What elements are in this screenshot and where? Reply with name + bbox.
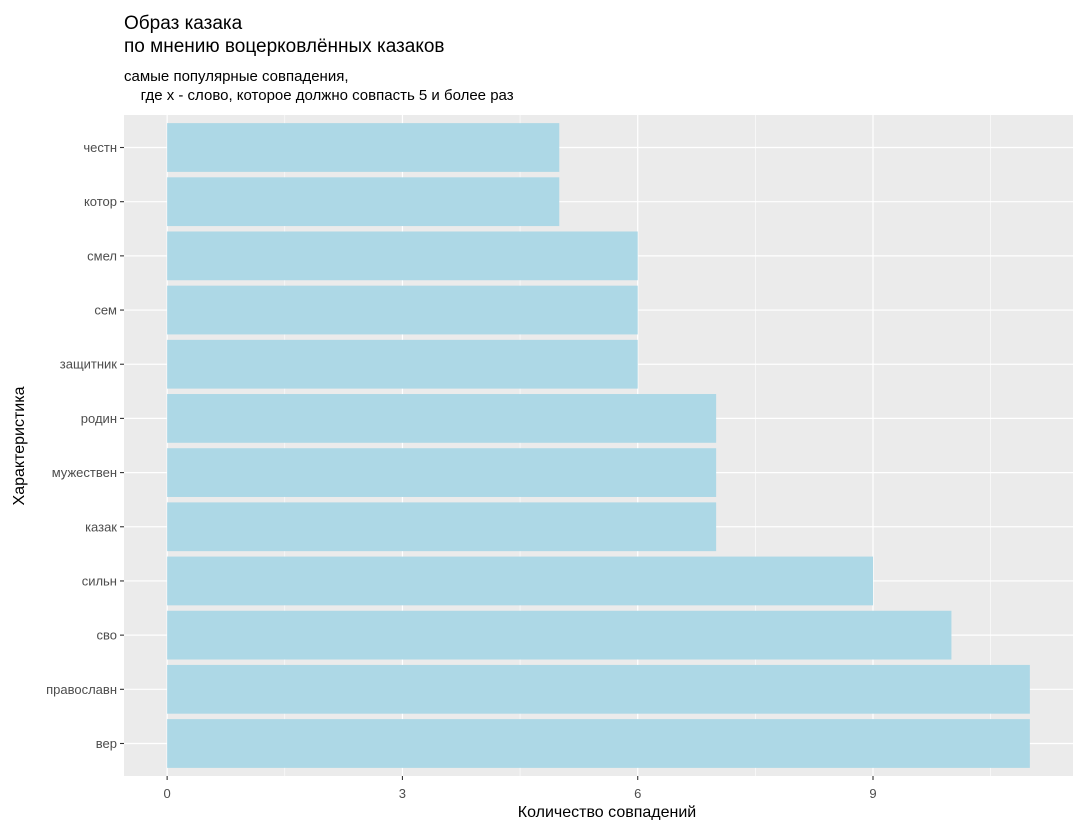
bar-честн	[167, 123, 560, 172]
bar-родин	[167, 394, 717, 443]
chart-title: Образ казака по мнению воцерковлённых ка…	[124, 13, 445, 57]
x-tick-label: 3	[399, 786, 406, 801]
bar-вер	[167, 719, 1030, 768]
bar-смел	[167, 231, 638, 281]
bar-защитник	[167, 339, 638, 389]
y-tick-label: сильн	[82, 573, 117, 588]
y-tick-label: смел	[87, 248, 117, 263]
x-tick-label: 6	[634, 786, 641, 801]
bar-сильн	[167, 556, 874, 606]
bars	[167, 123, 1030, 768]
x-tick-label: 9	[869, 786, 876, 801]
bar-сем	[167, 285, 638, 335]
bar-котор	[167, 177, 560, 227]
chart-subtitle: самые популярные совпадения, где x - сло…	[124, 68, 514, 104]
bar-казак	[167, 502, 717, 552]
bar-сво	[167, 610, 952, 660]
bar-православн	[167, 664, 1030, 714]
x-axis-label: Количество совпадений	[518, 804, 696, 820]
y-tick-label: котор	[84, 194, 117, 209]
y-tick-label: родин	[81, 411, 117, 426]
x-axis: 0 3 6 9	[164, 776, 877, 801]
y-tick-label: православн	[46, 682, 117, 697]
y-tick-label: вер	[96, 736, 117, 751]
y-tick-label: сем	[94, 303, 117, 318]
y-axis-label: Характеристика	[11, 386, 28, 505]
y-tick-label: честн	[83, 140, 117, 155]
y-tick-label: защитник	[60, 357, 118, 372]
y-tick-label: мужествен	[52, 465, 117, 480]
y-axis: честн котор смел сем защитник родин мужествен к…	[46, 140, 124, 751]
y-tick-label: казак	[85, 519, 117, 534]
bar-мужествен	[167, 448, 717, 497]
y-tick-label: сво	[97, 628, 118, 643]
x-tick-label: 0	[164, 786, 171, 801]
